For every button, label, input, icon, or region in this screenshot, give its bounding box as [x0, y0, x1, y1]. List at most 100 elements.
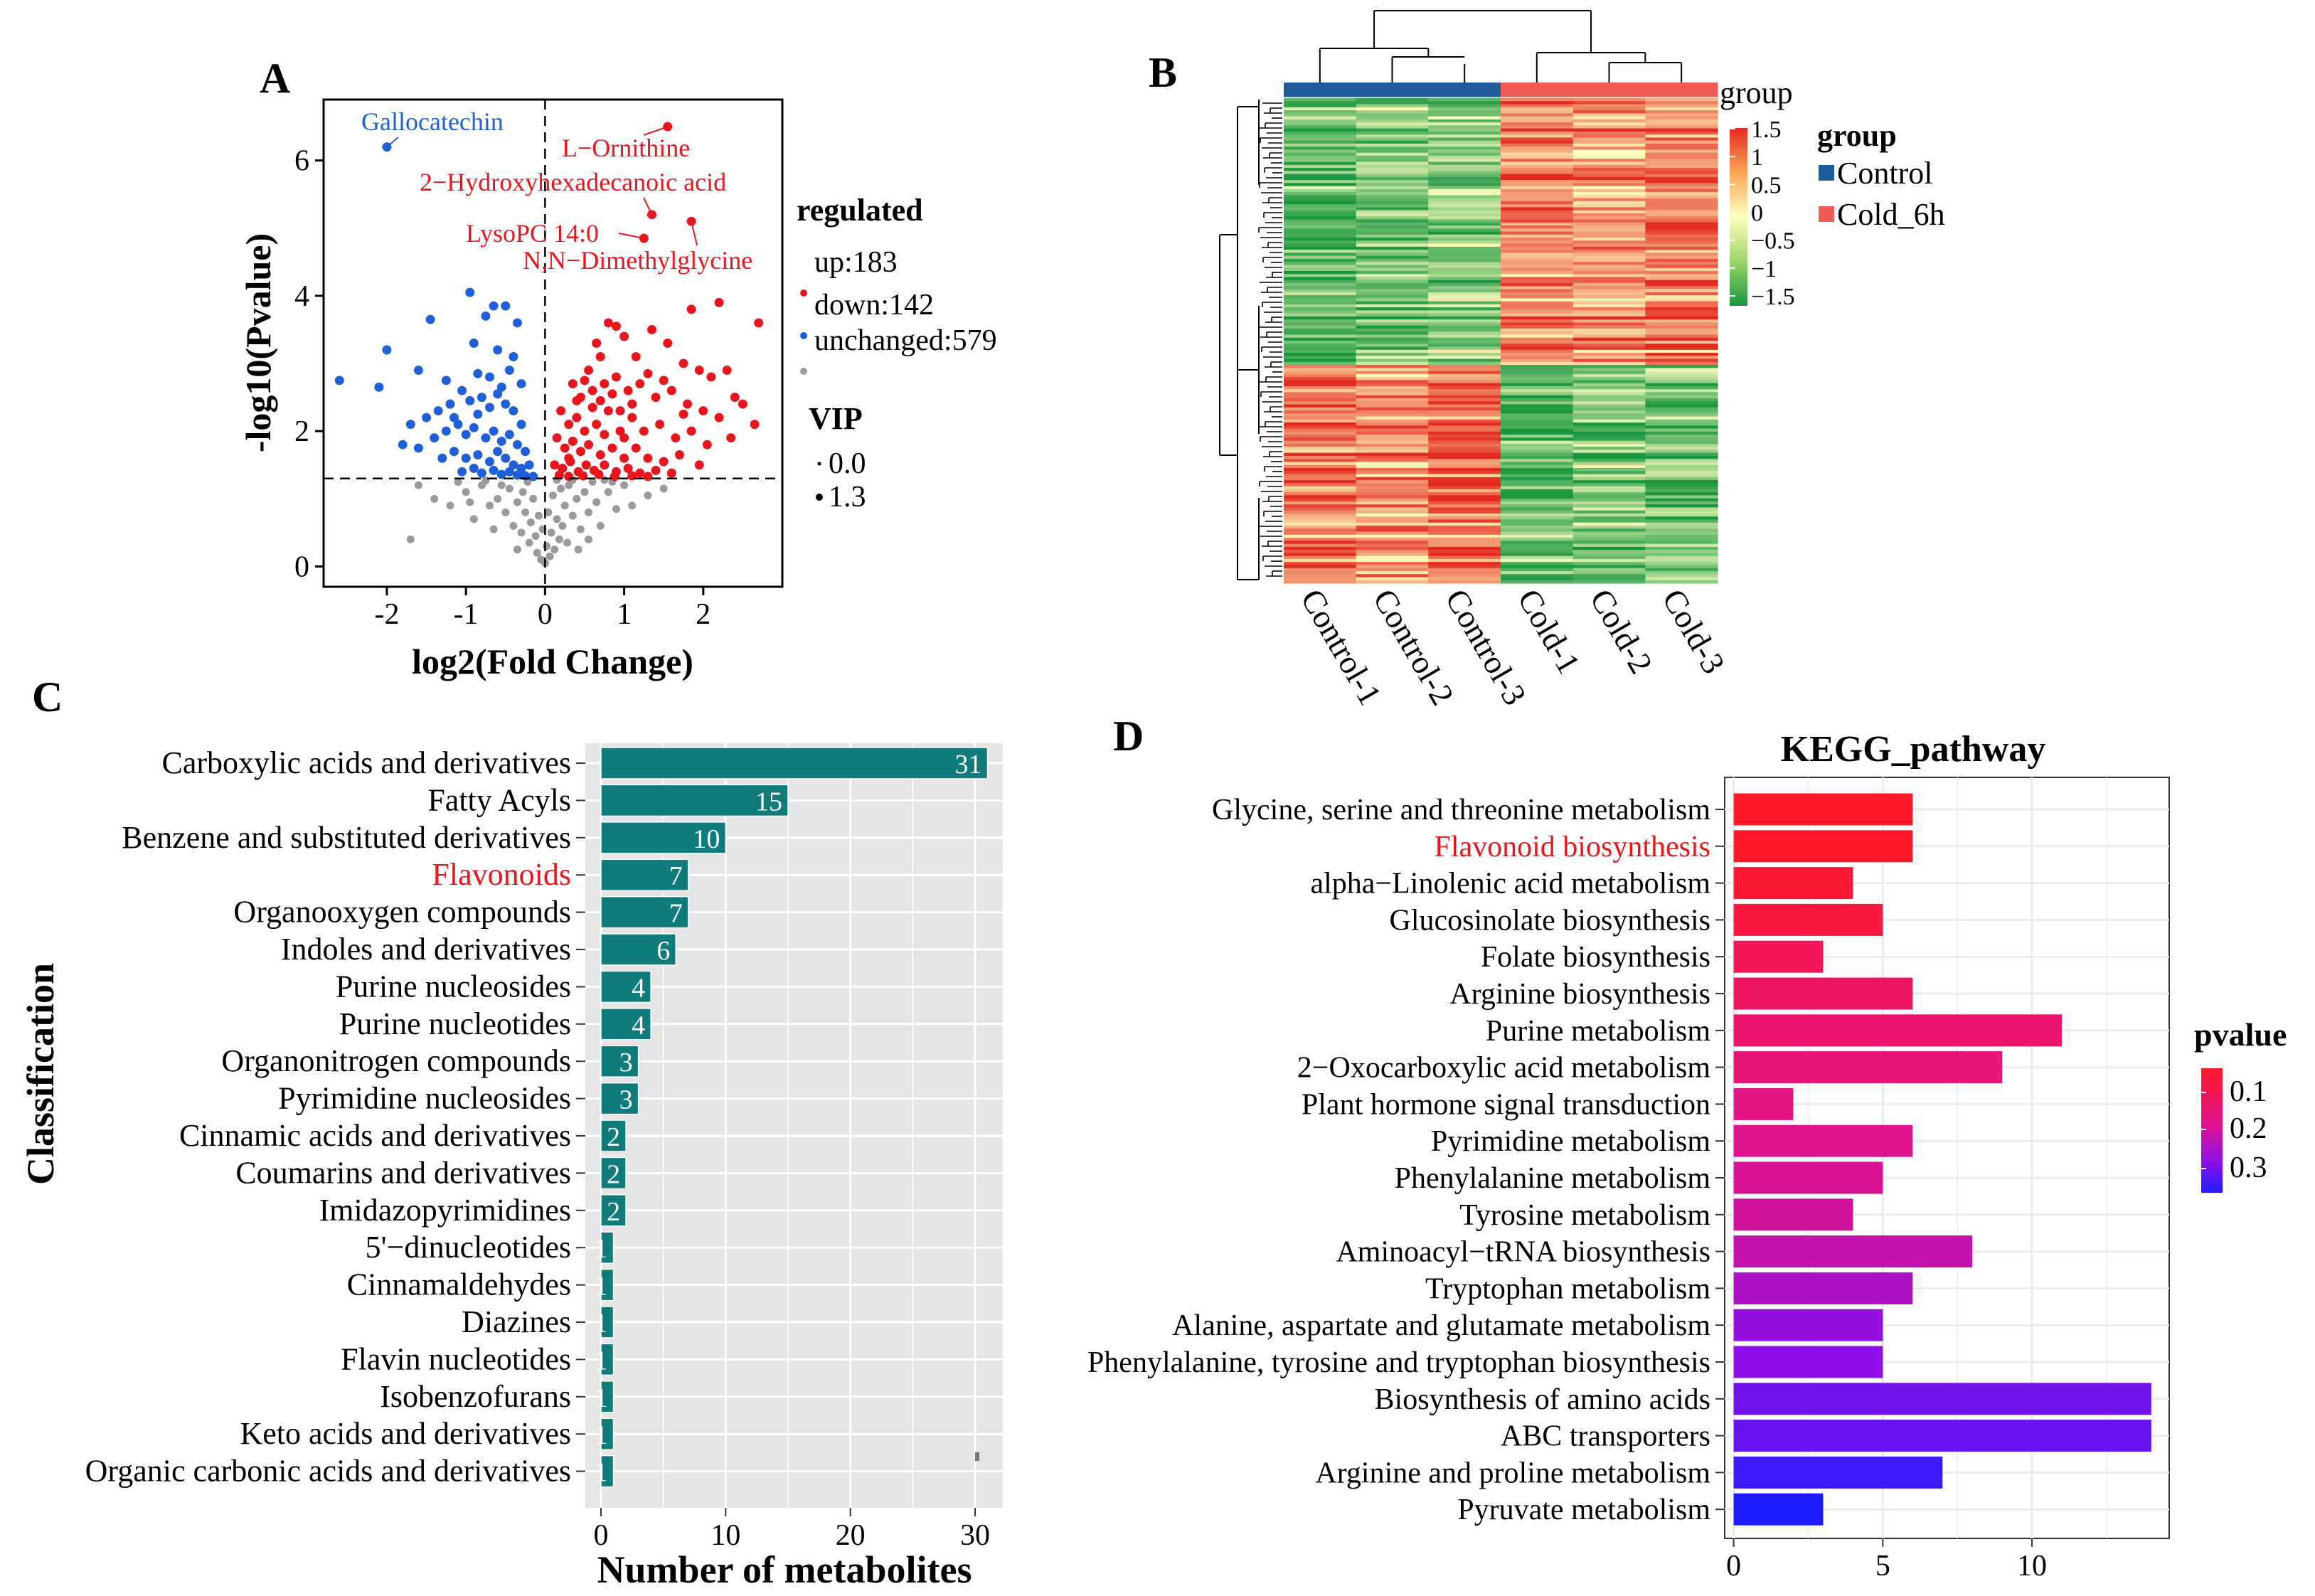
heatmap-cell: [1356, 550, 1429, 553]
heatmap-cell: [1572, 207, 1646, 211]
heatmap-cell: [1572, 570, 1646, 575]
heatmap-cell: [1428, 313, 1501, 317]
heatmap-cell: [1284, 337, 1357, 341]
column-label: Cold-3: [1656, 583, 1733, 680]
heatmap-cell: [1428, 558, 1501, 563]
heatmap-cell: [1645, 131, 1718, 135]
category-label: 5'−dinucleotides: [366, 1230, 571, 1265]
point-down: [425, 314, 435, 324]
heatmap-cell: [1356, 553, 1429, 557]
heatmap-cell: [1501, 568, 1574, 572]
heatmap-cell: [1501, 486, 1574, 490]
heatmap-cell: [1572, 101, 1646, 105]
heatmap-cell: [1284, 183, 1357, 187]
heatmap-cell: [1645, 213, 1718, 217]
heatmap-cell: [1501, 131, 1574, 135]
volcano-plot-panel: A Gallocatechin L−Ornithine 2−Hydroxyhexad…: [238, 55, 997, 681]
heatmap-cell: [1356, 389, 1429, 393]
heatmap-cell: [1501, 341, 1574, 344]
kegg-title: KEGG_pathway: [1781, 729, 2046, 770]
heatmap-cell: [1501, 425, 1574, 430]
heatmap-cell: [1356, 492, 1429, 496]
heatmap-cell: [1284, 107, 1357, 111]
heatmap-cell: [1284, 413, 1357, 417]
heatmap-cell: [1645, 295, 1718, 299]
heatmap-cell: [1645, 455, 1718, 459]
heatmap-cell: [1284, 553, 1357, 557]
heatmap-cell: [1356, 371, 1429, 375]
heatmap-cell: [1501, 413, 1574, 417]
heatmap-cell: [1572, 541, 1646, 545]
heatmap-cell: [1428, 159, 1501, 163]
point-down: [477, 468, 486, 478]
heatmap-cell: [1645, 255, 1718, 260]
x-axis-ticks: -2 -1 0 1 2: [374, 587, 711, 631]
heatmap-cell: [1284, 119, 1357, 123]
heatmap-cell: [1428, 419, 1501, 423]
annotation-label: Gallocatechin: [361, 107, 504, 136]
heatmap-cell: [1356, 452, 1429, 457]
heatmap-cell: [1645, 188, 1718, 193]
heatmap-cell: [1356, 143, 1429, 147]
heatmap-cell: [1356, 528, 1429, 533]
heatmap-cell: [1356, 373, 1429, 378]
heatmap-cell: [1284, 344, 1357, 348]
kegg-x-ticks: 0 5 10: [1726, 1538, 2047, 1582]
heatmap-cell: [1572, 255, 1646, 260]
heatmap-cell: [1501, 495, 1574, 499]
heatmap-cell: [1572, 546, 1646, 550]
point-unchanged: [446, 501, 454, 510]
heatmap-cell: [1284, 298, 1357, 302]
heatmap-cell: [1645, 258, 1718, 262]
heatmap-cell: [1356, 274, 1429, 278]
heatmap-cell: [1572, 528, 1646, 533]
heatmap-cell: [1284, 155, 1357, 159]
heatmap-cell: [1572, 222, 1646, 226]
heatmap-cell: [1501, 422, 1574, 426]
heatmap-cell: [1501, 143, 1574, 147]
category-label: Cinnamic acids and derivatives: [179, 1118, 571, 1153]
heatmap-cell: [1428, 207, 1501, 211]
heatmap-cell: [1645, 389, 1718, 393]
heatmap-cell: [1356, 440, 1429, 445]
heatmap-cell: [1645, 471, 1718, 475]
point-down: [382, 345, 392, 355]
heatmap-cell: [1356, 292, 1429, 296]
classification-x-label: Number of metabolites: [597, 1548, 972, 1591]
heatmap-cell: [1428, 176, 1501, 181]
heatmap-cell: [1284, 425, 1357, 430]
point-up: [611, 372, 621, 382]
point-up: [592, 339, 602, 348]
heatmap-cell: [1645, 495, 1718, 499]
point-up: [726, 433, 736, 443]
heatmap-cell: [1645, 422, 1718, 426]
heatmap-cell: [1645, 416, 1718, 420]
point-unchanged: [580, 488, 589, 496]
heatmap-cell: [1501, 522, 1574, 526]
heatmap-cell: [1572, 161, 1646, 166]
heatmap-cell: [1284, 137, 1357, 142]
heatmap-cell: [1356, 480, 1429, 484]
heatmap-cell: [1284, 316, 1357, 320]
heatmap-cell: [1572, 522, 1646, 526]
point-down: [473, 449, 483, 459]
heatmap-cell: [1645, 328, 1718, 332]
heatmap-cell: [1428, 570, 1501, 575]
heatmap-cell: [1428, 361, 1501, 366]
category-label: Organooxygen compounds: [233, 895, 571, 930]
heatmap-cell: [1572, 358, 1646, 363]
heatmap-cell: [1501, 392, 1574, 396]
point-up: [674, 449, 684, 459]
point-up: [659, 376, 669, 385]
heatmap-cell: [1645, 365, 1718, 368]
heatmap-cell: [1284, 186, 1357, 190]
heatmap-cell: [1284, 455, 1357, 459]
heatmap-cell: [1572, 368, 1646, 372]
heatmap-cell: [1428, 395, 1501, 399]
heatmap-cell: [1356, 250, 1429, 253]
kegg-category-label: Aminoacyl−tRNA biosynthesis: [1336, 1236, 1710, 1269]
heatmap-cell: [1428, 164, 1501, 169]
heatmap-cell: [1501, 250, 1574, 253]
heatmap-cell: [1645, 510, 1718, 514]
kegg-bar: [1733, 1161, 1883, 1194]
